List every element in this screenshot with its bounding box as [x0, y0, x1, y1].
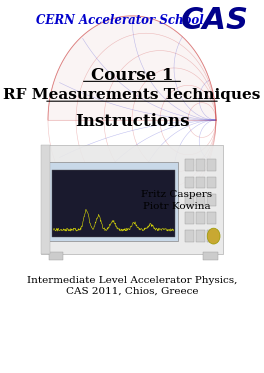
Bar — [52, 170, 175, 237]
Bar — [185, 159, 194, 170]
Bar — [196, 212, 205, 224]
Bar — [49, 252, 63, 260]
Bar — [207, 194, 216, 206]
Bar — [203, 252, 218, 260]
Text: Course 1: Course 1 — [91, 67, 173, 84]
Bar — [207, 212, 216, 224]
Bar — [185, 176, 194, 188]
Text: Instructions: Instructions — [75, 113, 189, 129]
Bar — [185, 194, 194, 206]
Text: RF Measurements Techniques: RF Measurements Techniques — [3, 88, 261, 102]
Text: Fritz Caspers: Fritz Caspers — [141, 190, 212, 200]
Bar — [41, 145, 50, 254]
Bar — [207, 176, 216, 188]
Bar — [196, 194, 205, 206]
Bar — [207, 159, 216, 170]
Circle shape — [207, 228, 220, 244]
Polygon shape — [48, 16, 216, 120]
Text: Intermediate Level Accelerator Physics,
CAS 2011, Chios, Greece: Intermediate Level Accelerator Physics, … — [27, 276, 237, 295]
Bar — [196, 230, 205, 242]
Text: Piotr Kowina: Piotr Kowina — [143, 202, 211, 211]
Bar — [185, 230, 194, 242]
Bar — [196, 159, 205, 170]
Bar — [41, 145, 223, 254]
Bar — [49, 162, 178, 241]
Bar — [196, 176, 205, 188]
Text: CAS: CAS — [181, 6, 249, 35]
Bar — [185, 212, 194, 224]
Bar — [207, 230, 216, 242]
Text: CERN Accelerator School: CERN Accelerator School — [36, 14, 204, 27]
